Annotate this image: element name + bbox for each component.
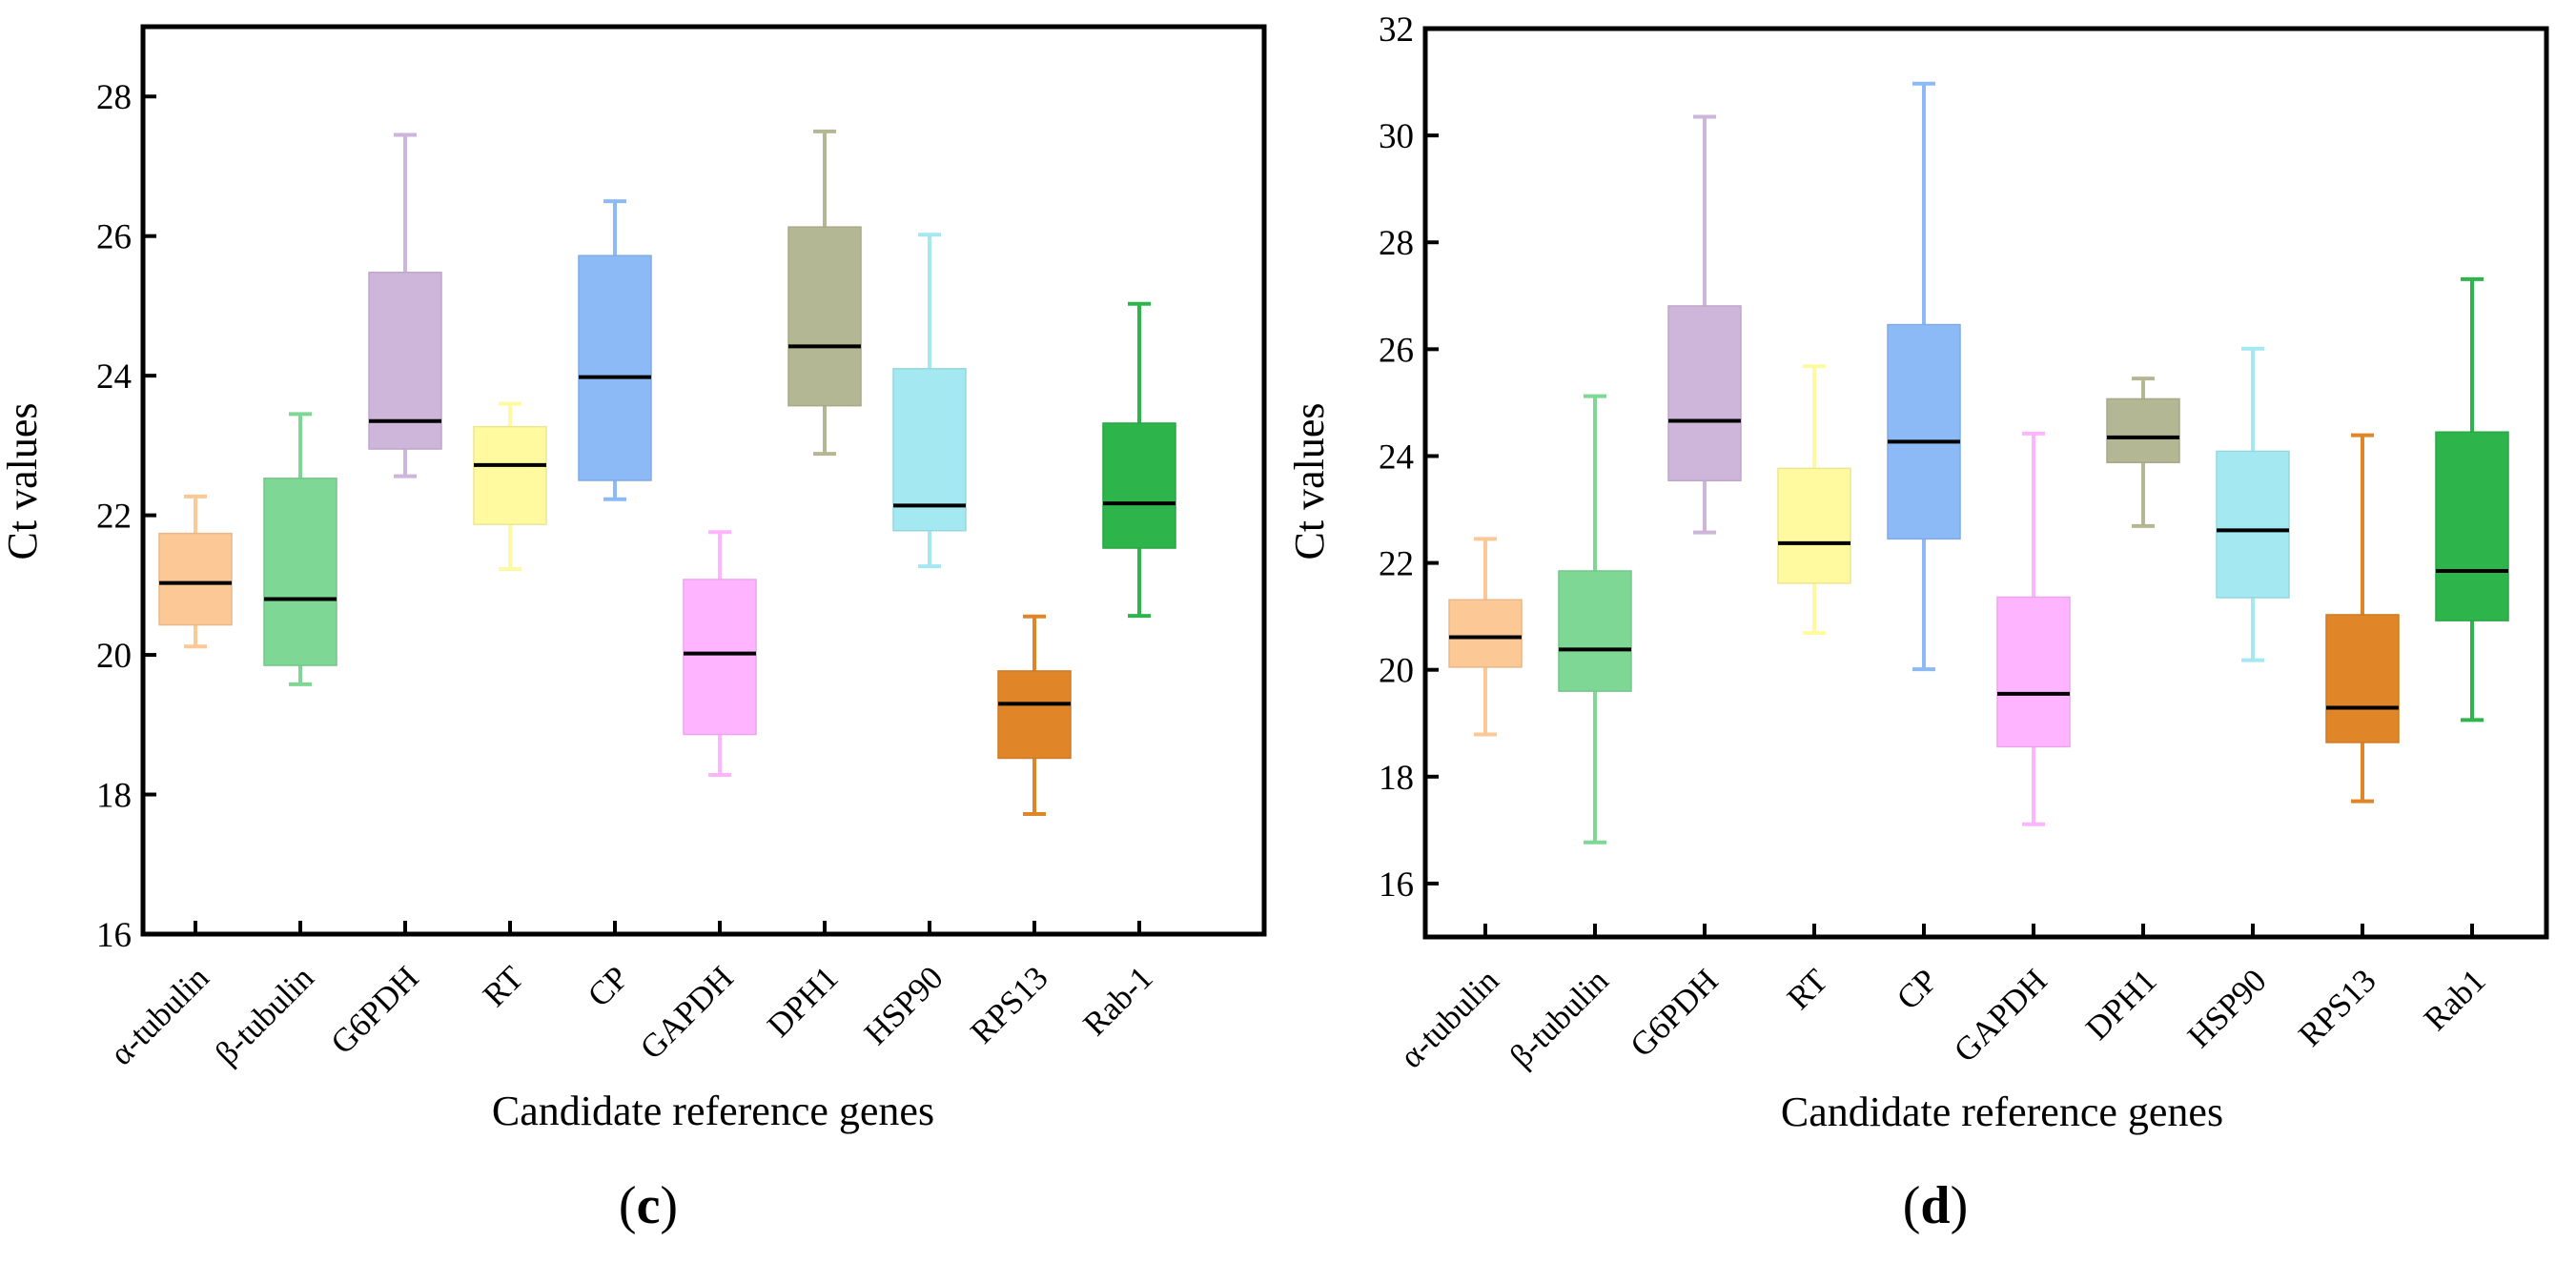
box-cp — [578, 199, 652, 501]
x-category-label: GAPDH — [1947, 962, 2055, 1069]
box-g6pdh — [368, 132, 442, 478]
x-category-label: RT — [1780, 962, 1835, 1017]
y-axis-title: Ct values — [1286, 403, 1333, 560]
x-category-label: HSP90 — [2180, 962, 2274, 1055]
y-tick-label: 18 — [1379, 759, 1414, 798]
x-axis-title: Candidate reference genes — [492, 1088, 934, 1134]
y-tick-label: 26 — [1379, 331, 1414, 370]
y-tick-label: 20 — [96, 637, 132, 676]
box-iqr — [263, 478, 337, 666]
box-rt — [1777, 364, 1851, 636]
y-tick-label: 28 — [96, 78, 132, 117]
x-category-label: G6PDH — [323, 959, 425, 1061]
box-tubulin — [1448, 537, 1523, 737]
x-category-label: α-tubulin — [103, 959, 216, 1072]
x-category-label: CP — [581, 959, 636, 1014]
x-category-label: RPS13 — [2291, 962, 2382, 1053]
box-hsp90 — [2216, 346, 2290, 662]
box-rps13 — [2325, 433, 2400, 804]
plot-frame — [1422, 26, 2549, 940]
box-rt — [473, 401, 547, 572]
box-iqr — [158, 532, 233, 626]
box-g6pdh — [1667, 114, 1742, 535]
box-tubulin — [158, 494, 233, 649]
y-tick-label: 26 — [96, 218, 132, 257]
box-iqr — [1887, 323, 1961, 540]
y-tick-label: 20 — [1379, 652, 1414, 691]
box-hsp90 — [892, 233, 967, 569]
x-category-label: G6PDH — [1623, 962, 1725, 1064]
x-category-label: β-tubulin — [208, 959, 321, 1072]
box-iqr — [1448, 599, 1523, 668]
y-tick-label: 30 — [1379, 117, 1414, 156]
y-tick-label: 28 — [1379, 224, 1414, 263]
x-category-label: Rab-1 — [1076, 959, 1160, 1043]
box-iqr — [787, 226, 862, 407]
panel-label: (c) — [619, 1176, 678, 1235]
y-tick-label: 18 — [96, 777, 132, 816]
x-category-label: β-tubulin — [1503, 962, 1616, 1075]
box-dph1 — [2106, 377, 2180, 528]
y-axis-title: Ct values — [0, 403, 46, 560]
plot-frame — [140, 24, 1267, 937]
box-iqr — [2435, 431, 2509, 621]
y-tick-label: 16 — [1379, 865, 1414, 905]
box-tubulin — [1558, 394, 1632, 845]
box-iqr — [2325, 614, 2400, 743]
box-iqr — [997, 670, 1072, 760]
x-category-label: DPH1 — [2078, 962, 2163, 1047]
box-rab1 — [1102, 301, 1176, 619]
box-cp — [1887, 81, 1961, 672]
box-dph1 — [787, 129, 862, 457]
box-gapdh — [683, 530, 757, 778]
y-tick-label: 16 — [96, 916, 132, 955]
y-tick-label: 24 — [1379, 438, 1414, 477]
x-category-label: DPH1 — [760, 959, 845, 1044]
panel-label: (d) — [1903, 1176, 1968, 1235]
y-tick-label: 22 — [1379, 545, 1414, 584]
x-axis-title: Candidate reference genes — [1781, 1089, 2223, 1135]
box-gapdh — [1996, 431, 2071, 826]
y-tick-label: 24 — [96, 357, 132, 397]
y-tick-label: 32 — [1379, 10, 1414, 50]
x-category-label: RPS13 — [963, 959, 1054, 1050]
box-iqr — [578, 254, 652, 481]
box-iqr — [1667, 305, 1742, 482]
box-iqr — [1558, 570, 1632, 692]
box-rab1 — [2435, 276, 2509, 723]
x-category-label: CP — [1890, 962, 1945, 1017]
x-category-label: GAPDH — [633, 959, 741, 1067]
x-category-label: RT — [476, 959, 531, 1014]
box-iqr — [1777, 467, 1851, 584]
box-iqr — [683, 579, 757, 736]
box-iqr — [2106, 397, 2180, 463]
x-category-label: α-tubulin — [1393, 962, 1506, 1075]
box-iqr — [473, 425, 547, 525]
box-iqr — [2216, 450, 2290, 599]
box-rps13 — [997, 614, 1072, 817]
x-category-label: Rab1 — [2417, 962, 2493, 1038]
box-tubulin — [263, 412, 337, 686]
box-iqr — [1996, 596, 2071, 748]
box-iqr — [1102, 422, 1176, 549]
x-category-label: HSP90 — [857, 959, 951, 1052]
y-tick-label: 22 — [96, 498, 132, 537]
